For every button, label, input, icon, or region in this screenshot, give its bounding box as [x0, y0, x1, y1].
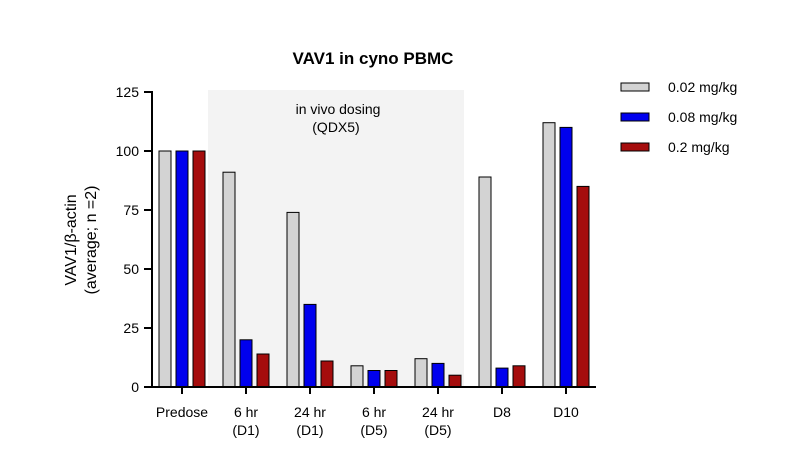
x-tick-label-line2: (D1): [296, 422, 323, 438]
bar-2-cat-2: [239, 339, 253, 388]
bar-1-cat-7: [542, 122, 556, 388]
x-axis: Predose 6 hr (D1) 24 hr (D1) 6 hr (D5) 24 hr (D5…: [151, 386, 596, 438]
x-tick-label: 24 hr: [422, 404, 454, 420]
bar-2-cat-3: [303, 303, 317, 388]
bar-2-cat-7: [559, 126, 573, 388]
y-axis-title: VAV1/β-actin (average; n =2): [63, 186, 100, 295]
y-axis-title-line2: (average; n =2): [83, 186, 100, 295]
legend-label-1: 0.02 mg/kg: [668, 79, 737, 95]
legend-swatch-2: [620, 112, 650, 122]
legend-swatch-1: [620, 82, 650, 92]
y-tick-label: 100: [116, 143, 140, 159]
bar-3-cat-4: [384, 370, 398, 388]
shaded-region-label-line2: (QDX5): [312, 119, 359, 135]
y-axis: 0 25 50 75 100 125: [116, 84, 153, 395]
legend-swatch-3: [620, 142, 650, 152]
bar-1-cat-4: [350, 365, 364, 388]
bar-3-cat-3: [320, 360, 334, 388]
bar-1-cat-5: [414, 358, 428, 388]
x-tick-label-line2: (D5): [360, 422, 387, 438]
x-tick-label: 6 hr: [362, 404, 386, 420]
legend: 0.02 mg/kg 0.08 mg/kg 0.2 mg/kg: [620, 79, 737, 155]
bar-3-cat-6: [512, 365, 526, 388]
x-tick-label: D10: [553, 404, 579, 420]
x-tick-label: Predose: [156, 404, 208, 420]
y-tick-label: 25: [123, 320, 139, 336]
shaded-region-label-line1: in vivo dosing: [296, 101, 381, 117]
y-axis-title-line1: VAV1/β-actin: [63, 194, 80, 285]
bar-3-cat-5: [448, 374, 462, 388]
y-tick-label: 125: [116, 84, 140, 100]
y-tick-label: 0: [131, 379, 139, 395]
bar-1-cat-1: [158, 150, 172, 388]
bar-1-cat-6: [478, 176, 492, 388]
bar-1-cat-3: [286, 211, 300, 388]
shaded-dosing-region: [208, 90, 464, 387]
x-tick-label-line2: (D5): [424, 422, 451, 438]
bar-1-cat-2: [222, 171, 236, 388]
y-tick-label: 50: [123, 261, 139, 277]
bar-3-cat-2: [256, 353, 270, 388]
bar-2-cat-5: [431, 362, 445, 388]
bar-2-cat-1: [175, 150, 189, 388]
bars-group: [158, 122, 590, 388]
bar-3-cat-1: [192, 150, 206, 388]
bar-2-cat-6: [495, 367, 509, 388]
legend-label-3: 0.2 mg/kg: [668, 139, 729, 155]
y-tick-label: 75: [123, 202, 139, 218]
bar-3-cat-7: [576, 185, 590, 388]
legend-label-2: 0.08 mg/kg: [668, 109, 737, 125]
chart-title: VAV1 in cyno PBMC: [293, 49, 454, 68]
x-tick-label: 24 hr: [294, 404, 326, 420]
x-tick-label: D8: [493, 404, 511, 420]
x-tick-label: 6 hr: [234, 404, 258, 420]
bar-2-cat-4: [367, 370, 381, 388]
x-tick-label-line2: (D1): [232, 422, 259, 438]
